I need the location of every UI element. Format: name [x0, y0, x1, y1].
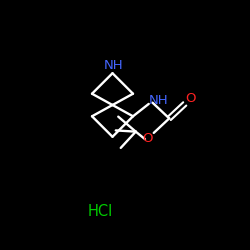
Text: O: O [142, 132, 153, 145]
Text: O: O [185, 92, 196, 105]
Text: NH: NH [104, 59, 124, 72]
Text: NH: NH [148, 94, 168, 107]
Text: HCl: HCl [88, 204, 112, 219]
